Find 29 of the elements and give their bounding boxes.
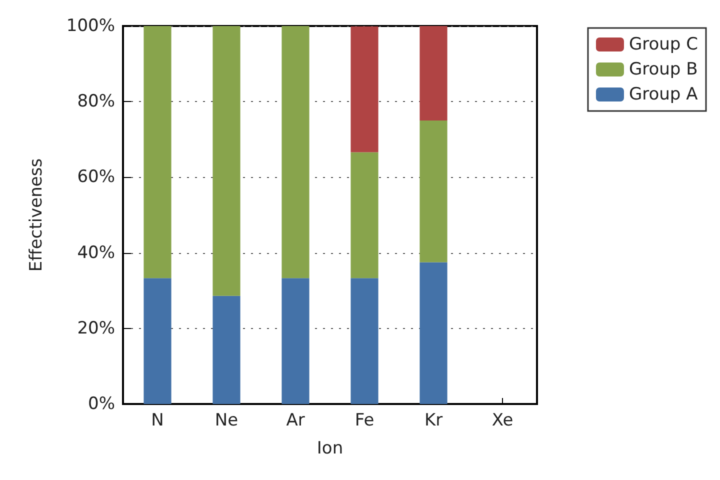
y-tick-label: 80% bbox=[77, 92, 115, 112]
bar bbox=[282, 26, 310, 278]
bar bbox=[144, 278, 172, 404]
bar bbox=[350, 26, 378, 152]
x-tick-label: Kr bbox=[424, 410, 443, 430]
y-tick-label: 0% bbox=[88, 394, 115, 414]
x-tick-label: Xe bbox=[492, 410, 514, 430]
bar bbox=[420, 120, 448, 262]
y-tick-label: 100% bbox=[66, 16, 115, 36]
y-tick-label: 40% bbox=[77, 242, 115, 263]
y-tick-label: 20% bbox=[77, 318, 115, 338]
x-tick-label: Ar bbox=[286, 410, 305, 430]
legend-label: Group C bbox=[628, 34, 698, 54]
x-tick-label: N bbox=[151, 410, 164, 430]
y-axis-title: Effectiveness bbox=[26, 158, 46, 272]
bar bbox=[212, 296, 240, 404]
x-axis-title: Ion bbox=[316, 438, 344, 458]
x-tick-label: Ne bbox=[214, 410, 238, 430]
bar bbox=[420, 262, 448, 404]
bar bbox=[212, 26, 240, 296]
legend-label: Group B bbox=[628, 60, 698, 80]
bar bbox=[144, 26, 172, 278]
y-tick-label: 60% bbox=[77, 167, 115, 188]
bar bbox=[350, 152, 378, 278]
x-tick-label: Fe bbox=[354, 410, 374, 430]
bar bbox=[420, 26, 448, 120]
bar bbox=[350, 278, 378, 404]
bar bbox=[282, 278, 310, 404]
legend-label: Group A bbox=[628, 84, 698, 104]
